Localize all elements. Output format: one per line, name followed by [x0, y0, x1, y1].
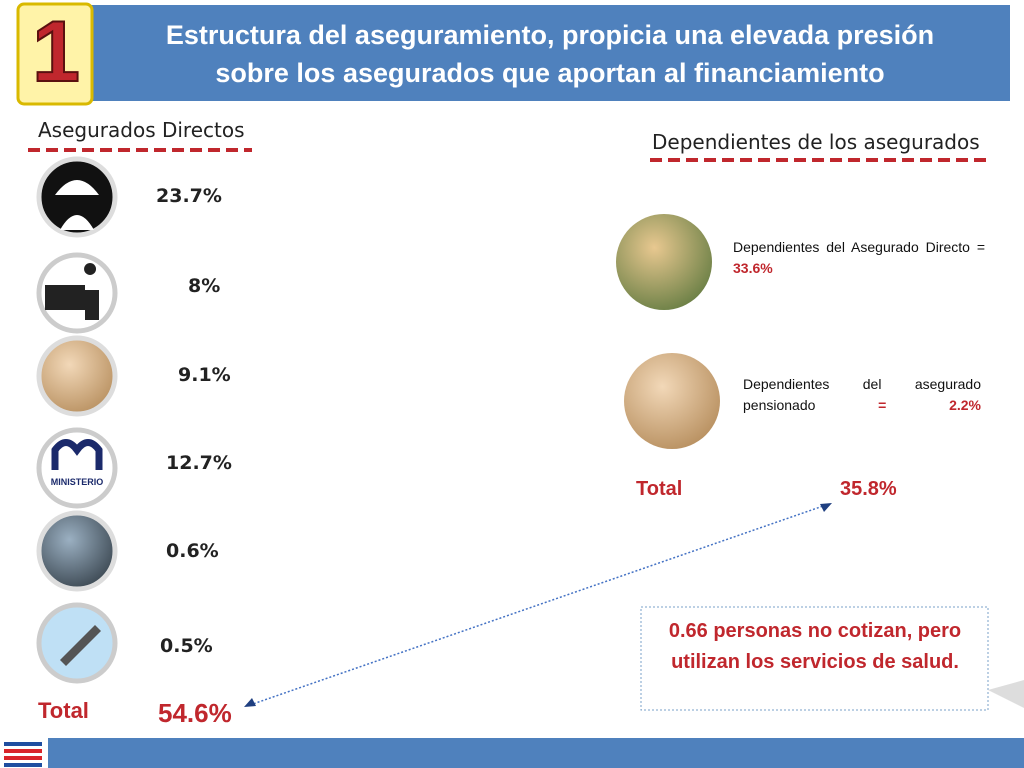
icon-worker [36, 156, 118, 238]
direct-value: 0.6% [166, 540, 219, 562]
dependent-label: Dependientes del asegurado pensionado [743, 376, 981, 413]
icon-glyph [45, 263, 99, 320]
dependent-value: = 2.2% [878, 397, 981, 413]
direct-value: 0.5% [160, 635, 213, 657]
dependent-label: Dependientes del Asegurado Directo = [733, 239, 985, 255]
arrow [244, 503, 832, 707]
dependent-item: Dependientes del Asegurado Directo = 33.… [733, 237, 985, 279]
header-bar [20, 5, 1010, 101]
icon-municipal [36, 510, 118, 592]
photo-couple [624, 353, 720, 449]
note-text: 0.66 personas no cotizan, pero utilizan … [668, 620, 962, 673]
icon-list: MINISTERIO [36, 156, 118, 684]
direct-heading: Asegurados Directos [38, 118, 245, 142]
direct-total-label: Total [38, 698, 89, 723]
icon-ministry [36, 427, 118, 509]
dependent-value: 33.6% [733, 260, 773, 276]
icon-glyph [60, 625, 101, 666]
icon-glyph [55, 180, 99, 230]
footer-bar [48, 738, 1024, 768]
dependents-total-value: 35.8% [840, 478, 897, 500]
header-number: 1 [31, 3, 81, 101]
icon-glyph [51, 439, 103, 470]
direct-value: 9.1% [178, 364, 231, 386]
flag-icon [4, 742, 42, 767]
header-title: Estructura del aseguramiento, propicia u… [100, 16, 1000, 92]
title-line: sobre los asegurados que aportan al fina… [215, 58, 885, 88]
icon-elderly [36, 335, 118, 417]
direct-value: 23.7% [156, 185, 222, 207]
note-shadow [988, 680, 1024, 708]
direct-value: 12.7% [166, 452, 232, 474]
dependent-item: Dependientes del asegurado pensionado = … [743, 374, 981, 416]
note-box [640, 606, 989, 711]
number-badge [16, 2, 94, 106]
photo-family [616, 214, 712, 310]
dependents-heading: Dependientes de los asegurados [652, 130, 980, 154]
direct-total-value: 54.6% [158, 698, 232, 728]
icon-glyph: MINISTERIO [51, 477, 104, 487]
dependents-total-label: Total [636, 478, 683, 500]
title-line: Estructura del aseguramiento, propicia u… [165, 20, 935, 50]
direct-value: 8% [188, 275, 221, 297]
